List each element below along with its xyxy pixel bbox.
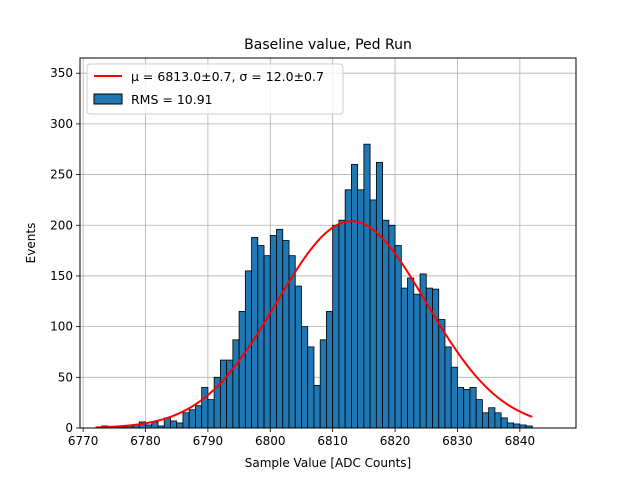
x-tick-label: 6830 [442, 434, 473, 448]
legend-hist-label: RMS = 10.91 [131, 92, 213, 107]
histogram-bar [444, 346, 452, 429]
histogram-bar [263, 255, 271, 429]
histogram-bars [101, 143, 533, 429]
y-tick-label: 0 [65, 421, 73, 435]
histogram-bar [319, 339, 327, 429]
y-tick-label: 100 [50, 320, 73, 334]
histogram-bar [282, 240, 290, 429]
legend-hist-swatch [93, 93, 123, 105]
histogram-bar [195, 405, 203, 429]
histogram-bar [238, 311, 246, 429]
x-tick-label: 6790 [193, 434, 224, 448]
histogram-bar [219, 359, 228, 429]
gaussian-fit-curve [95, 220, 533, 429]
histogram-bar [388, 224, 396, 429]
histogram-bar [170, 420, 178, 429]
histogram-bar [413, 293, 421, 429]
histogram-bar [176, 422, 184, 429]
histogram-bar [201, 387, 209, 429]
histogram-bar [232, 339, 240, 429]
histogram-bar [463, 389, 471, 429]
histogram-bar [400, 287, 408, 429]
plot-frame [79, 57, 577, 429]
histogram-bar [457, 387, 465, 429]
legend-fit-label: μ = 6813.0±0.7, σ = 12.0±0.7 [131, 69, 324, 84]
histogram-bar [438, 319, 446, 429]
y-tick-label: 150 [50, 269, 73, 283]
histogram-bar [182, 412, 190, 429]
histogram-bar [350, 164, 359, 429]
y-tick-label: 350 [50, 66, 73, 80]
y-axis-ticks: 0 50 100 150 200 250 300 350 [50, 66, 80, 435]
legend-box [86, 63, 344, 115]
y-tick-label: 50 [58, 370, 73, 384]
x-tick-label: 6770 [68, 434, 99, 448]
histogram-bar [301, 326, 309, 429]
histogram-bar [363, 143, 371, 429]
histogram-bar [269, 234, 277, 429]
histogram-bar [469, 387, 477, 429]
histogram-bar [251, 237, 259, 429]
y-tick-label: 250 [50, 168, 73, 182]
histogram-bar [375, 162, 383, 429]
histogram-bar [475, 399, 483, 429]
histogram-bar [357, 189, 365, 429]
x-axis-ticks: 6770 6780 6790 6800 6810 6820 6830 6840 [68, 428, 535, 448]
histogram-bar [338, 219, 346, 429]
histogram-bar [513, 423, 521, 429]
histogram-bar [307, 346, 315, 429]
y-tick-label: 200 [50, 218, 73, 232]
histogram-bar [500, 417, 508, 429]
histogram-bar [494, 412, 502, 429]
y-axis-title: Events [24, 223, 38, 264]
histogram-bar [344, 189, 352, 429]
histogram-bar [313, 385, 321, 429]
histogram-bar [257, 245, 265, 429]
histogram-bar [294, 285, 302, 429]
x-tick-label: 6780 [130, 434, 161, 448]
histogram-bar [276, 228, 284, 429]
histogram-bar [188, 409, 196, 429]
x-tick-label: 6800 [255, 434, 286, 448]
histogram-bar [369, 199, 377, 429]
histogram-bar [482, 412, 490, 429]
y-tick-label: 300 [50, 117, 73, 131]
x-tick-label: 6810 [317, 434, 348, 448]
histogram-bar [394, 245, 402, 429]
x-tick-label: 6840 [505, 434, 536, 448]
x-tick-label: 6820 [380, 434, 411, 448]
legend: μ = 6813.0±0.7, σ = 12.0±0.7 RMS = 10.91 [86, 63, 344, 115]
chart-title: Baseline value, Ped Run [244, 37, 412, 53]
histogram-bar [207, 399, 215, 429]
histogram-bar [488, 407, 496, 429]
histogram-bar [382, 219, 390, 429]
histogram-bar [450, 366, 458, 429]
histogram-bar [332, 224, 340, 429]
histogram-bar [506, 422, 515, 429]
histogram-bar [432, 288, 440, 429]
histogram-bar [326, 311, 334, 429]
histogram-bar [407, 277, 415, 429]
x-axis-title: Sample Value [ADC Counts] [245, 456, 411, 470]
